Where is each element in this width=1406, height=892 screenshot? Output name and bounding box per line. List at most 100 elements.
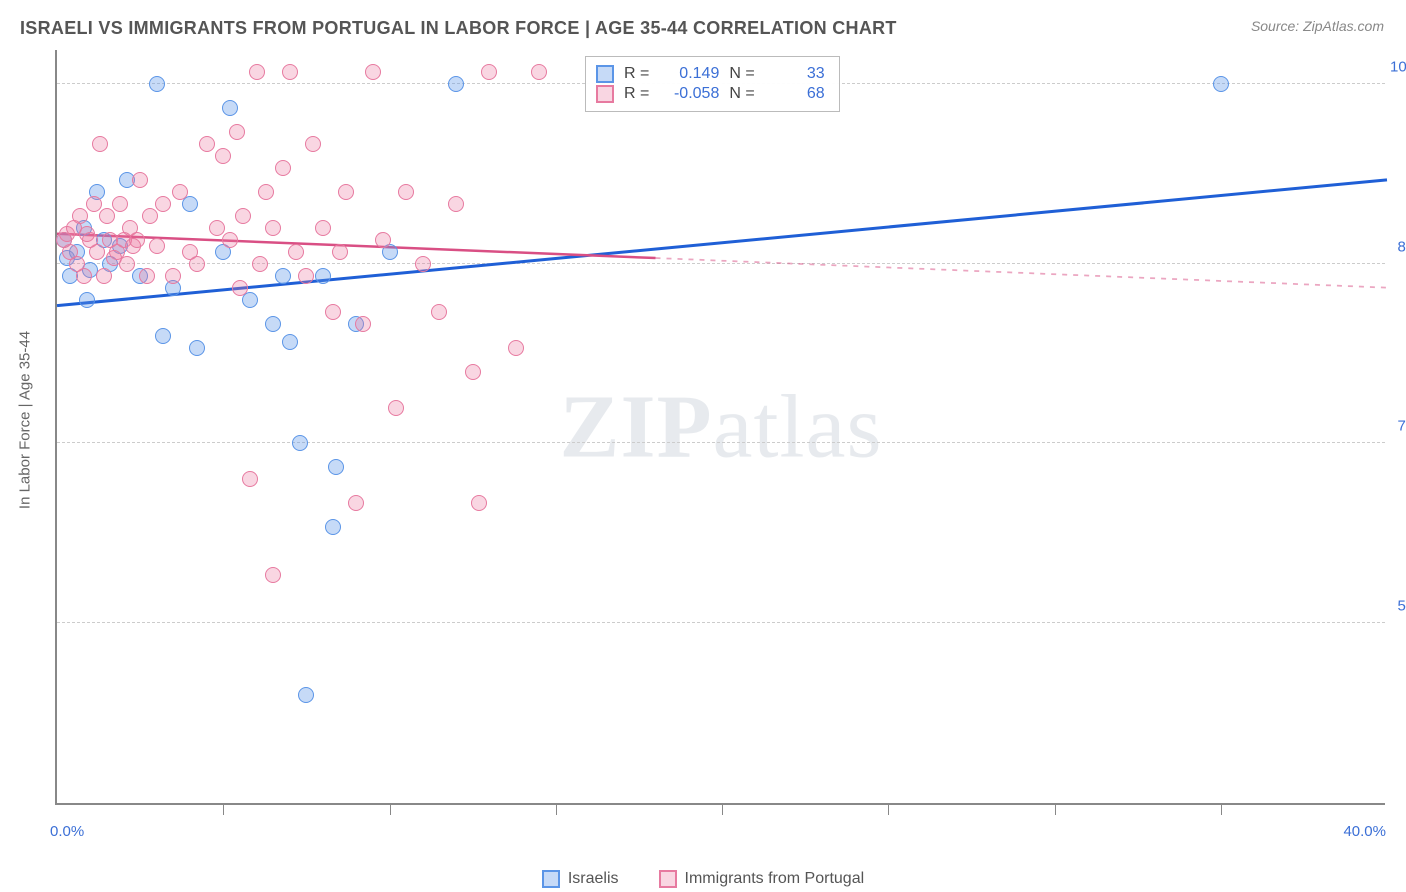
data-point-israelis bbox=[328, 459, 344, 475]
data-point-portugal bbox=[332, 244, 348, 260]
data-point-portugal bbox=[465, 364, 481, 380]
data-point-portugal bbox=[252, 256, 268, 272]
data-point-portugal bbox=[338, 184, 354, 200]
data-point-portugal bbox=[209, 220, 225, 236]
data-point-portugal bbox=[348, 495, 364, 511]
source-attribution: Source: ZipAtlas.com bbox=[1251, 18, 1384, 34]
data-point-israelis bbox=[1213, 76, 1229, 92]
n-value-portugal: 68 bbox=[765, 85, 825, 103]
trendline-portugal-solid bbox=[57, 234, 656, 258]
data-point-portugal bbox=[72, 208, 88, 224]
data-point-portugal bbox=[448, 196, 464, 212]
data-point-israelis bbox=[448, 76, 464, 92]
data-point-portugal bbox=[229, 124, 245, 140]
swatch-portugal bbox=[596, 85, 614, 103]
n-label: N = bbox=[729, 85, 754, 103]
data-point-portugal bbox=[481, 64, 497, 80]
data-point-portugal bbox=[365, 64, 381, 80]
r-value-israelis: 0.149 bbox=[659, 65, 719, 83]
data-point-israelis bbox=[315, 268, 331, 284]
y-axis-title: In Labor Force | Age 35-44 bbox=[17, 331, 34, 509]
data-point-israelis bbox=[149, 76, 165, 92]
data-point-portugal bbox=[129, 232, 145, 248]
x-tick bbox=[390, 803, 391, 815]
data-point-portugal bbox=[96, 268, 112, 284]
data-point-portugal bbox=[531, 64, 547, 80]
stats-row-israelis: R = 0.149 N = 33 bbox=[596, 65, 825, 83]
data-point-portugal bbox=[275, 160, 291, 176]
data-point-portugal bbox=[89, 244, 105, 260]
data-point-portugal bbox=[305, 136, 321, 152]
data-point-portugal bbox=[235, 208, 251, 224]
data-point-portugal bbox=[92, 136, 108, 152]
data-point-portugal bbox=[165, 268, 181, 284]
data-point-portugal bbox=[288, 244, 304, 260]
n-label: N = bbox=[729, 65, 754, 83]
x-tick bbox=[888, 803, 889, 815]
data-point-portugal bbox=[139, 268, 155, 284]
n-value-israelis: 33 bbox=[765, 65, 825, 83]
y-tick-label: 100.0% bbox=[1390, 58, 1406, 75]
data-point-israelis bbox=[79, 292, 95, 308]
data-point-portugal bbox=[86, 196, 102, 212]
legend-item-israelis: Israelis bbox=[542, 870, 619, 888]
data-point-israelis bbox=[189, 340, 205, 356]
data-point-portugal bbox=[325, 304, 341, 320]
data-point-portugal bbox=[132, 172, 148, 188]
data-point-portugal bbox=[142, 208, 158, 224]
r-label: R = bbox=[624, 85, 649, 103]
chart-title: ISRAELI VS IMMIGRANTS FROM PORTUGAL IN L… bbox=[20, 18, 897, 39]
data-point-portugal bbox=[258, 184, 274, 200]
data-point-portugal bbox=[415, 256, 431, 272]
plot-area: ZIPatlas 55.0%70.0%85.0%100.0% bbox=[55, 50, 1385, 805]
data-point-portugal bbox=[222, 232, 238, 248]
data-point-portugal bbox=[265, 220, 281, 236]
data-point-portugal bbox=[398, 184, 414, 200]
trendline-portugal-dashed bbox=[656, 258, 1388, 288]
data-point-israelis bbox=[282, 334, 298, 350]
x-tick bbox=[722, 803, 723, 815]
data-point-israelis bbox=[222, 100, 238, 116]
data-point-portugal bbox=[189, 256, 205, 272]
data-point-portugal bbox=[155, 196, 171, 212]
data-point-portugal bbox=[215, 148, 231, 164]
data-point-portugal bbox=[355, 316, 371, 332]
data-point-israelis bbox=[275, 268, 291, 284]
data-point-portugal bbox=[315, 220, 331, 236]
legend-item-portugal: Immigrants from Portugal bbox=[659, 870, 865, 888]
x-axis-max-label: 40.0% bbox=[1343, 823, 1386, 840]
data-point-israelis bbox=[265, 316, 281, 332]
data-point-portugal bbox=[149, 238, 165, 254]
x-tick bbox=[223, 803, 224, 815]
legend-label-israelis: Israelis bbox=[568, 870, 619, 888]
data-point-portugal bbox=[99, 208, 115, 224]
correlation-chart: ISRAELI VS IMMIGRANTS FROM PORTUGAL IN L… bbox=[0, 0, 1406, 892]
y-tick-label: 55.0% bbox=[1390, 598, 1406, 615]
x-tick bbox=[1055, 803, 1056, 815]
data-point-israelis bbox=[325, 519, 341, 535]
data-point-portugal bbox=[388, 400, 404, 416]
data-point-portugal bbox=[112, 196, 128, 212]
data-point-portugal bbox=[298, 268, 314, 284]
y-tick-label: 85.0% bbox=[1390, 238, 1406, 255]
data-point-portugal bbox=[76, 268, 92, 284]
bottom-legend: Israelis Immigrants from Portugal bbox=[0, 870, 1406, 888]
data-point-israelis bbox=[292, 435, 308, 451]
stats-box: R = 0.149 N = 33 R = -0.058 N = 68 bbox=[585, 56, 840, 112]
y-tick-label: 70.0% bbox=[1390, 418, 1406, 435]
data-point-portugal bbox=[431, 304, 447, 320]
legend-label-portugal: Immigrants from Portugal bbox=[685, 870, 865, 888]
data-point-portugal bbox=[282, 64, 298, 80]
swatch-israelis-legend bbox=[542, 870, 560, 888]
data-point-portugal bbox=[508, 340, 524, 356]
swatch-portugal-legend bbox=[659, 870, 677, 888]
data-point-portugal bbox=[119, 256, 135, 272]
data-point-portugal bbox=[249, 64, 265, 80]
data-point-israelis bbox=[298, 687, 314, 703]
data-point-portugal bbox=[172, 184, 188, 200]
trend-overlay bbox=[57, 48, 1387, 803]
swatch-israelis bbox=[596, 65, 614, 83]
data-point-portugal bbox=[265, 567, 281, 583]
stats-row-portugal: R = -0.058 N = 68 bbox=[596, 85, 825, 103]
data-point-portugal bbox=[375, 232, 391, 248]
